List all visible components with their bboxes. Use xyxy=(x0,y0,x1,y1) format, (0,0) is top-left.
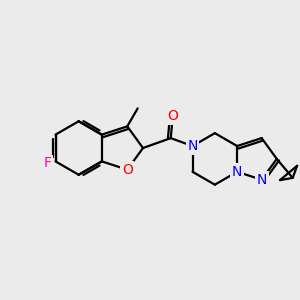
Text: F: F xyxy=(44,156,52,170)
Text: N: N xyxy=(187,139,198,153)
Text: O: O xyxy=(167,109,178,123)
Text: N: N xyxy=(256,173,267,187)
Text: O: O xyxy=(122,163,133,177)
Text: N: N xyxy=(232,165,242,179)
